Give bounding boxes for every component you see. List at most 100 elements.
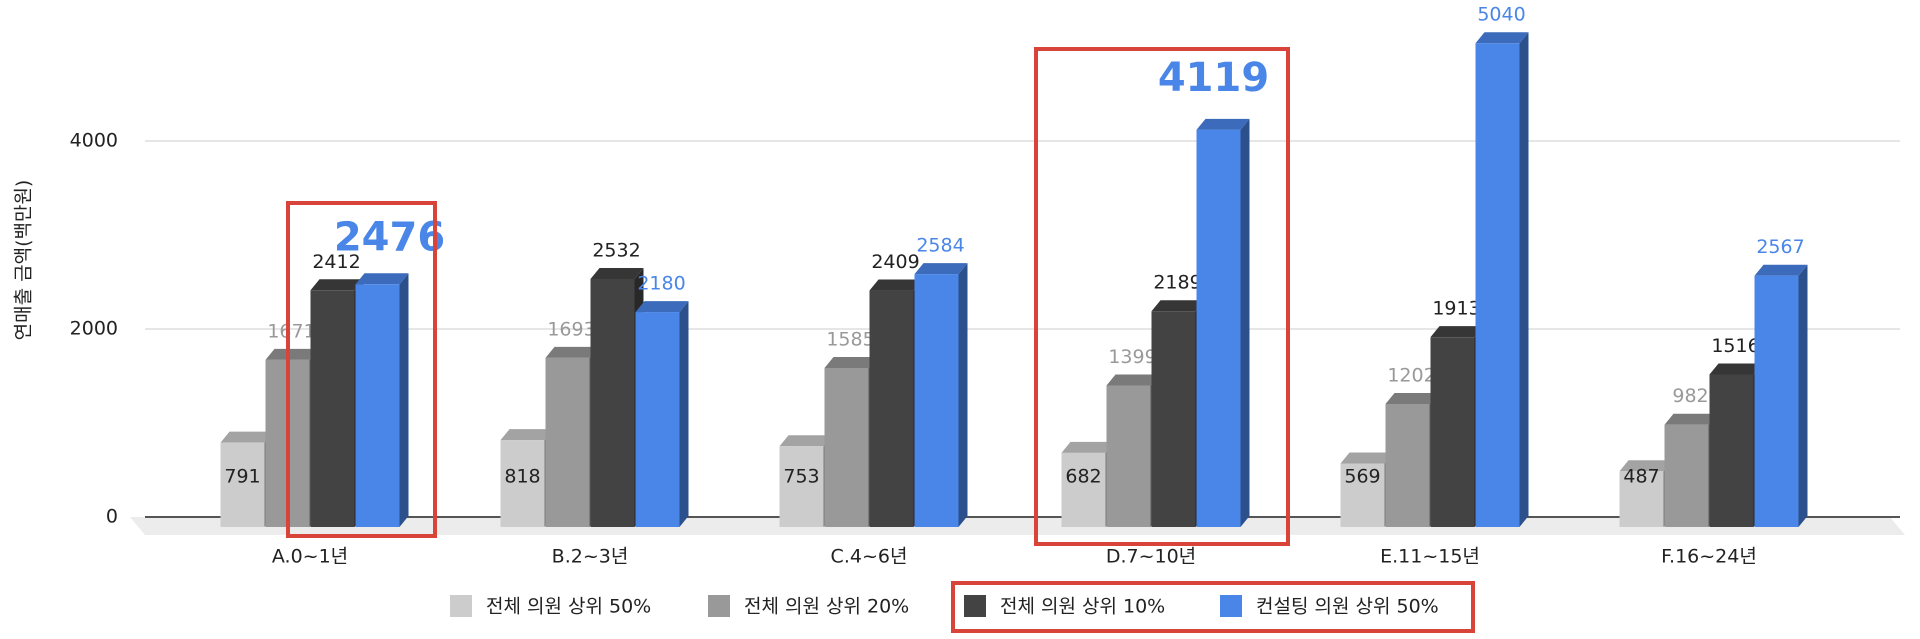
bar — [220, 442, 265, 527]
highlight-box — [286, 201, 437, 538]
legend-label: 전체 의원 상위 10% — [1000, 596, 1165, 618]
legend-label: 전체 의원 상위 50% — [486, 596, 651, 618]
data-label: 569 — [1344, 466, 1380, 488]
x-tick-label: E.11~15년 — [1380, 546, 1480, 568]
bar-side — [958, 263, 968, 527]
data-label: 487 — [1623, 466, 1659, 488]
data-label: 2567 — [1756, 236, 1804, 258]
data-label: 1693 — [547, 318, 595, 340]
data-label: 2476 — [334, 214, 445, 260]
highlight-box — [1034, 47, 1290, 546]
y-tick-label: 4000 — [70, 130, 118, 152]
bar-side — [1240, 118, 1250, 528]
bar — [1619, 471, 1664, 527]
bar-top — [1475, 32, 1529, 44]
bar — [779, 446, 824, 527]
bar-top — [869, 279, 923, 291]
data-label: 2409 — [871, 251, 919, 273]
bar-top — [1664, 413, 1718, 425]
highlight-box — [951, 581, 1475, 633]
bar — [1709, 374, 1754, 527]
data-label: 1399 — [1108, 346, 1156, 368]
bar — [500, 440, 545, 527]
data-label: 2180 — [637, 273, 685, 295]
y-tick-label: 0 — [106, 506, 118, 528]
bar-top — [1709, 363, 1763, 375]
bar-top — [265, 348, 319, 360]
y-tick-label: 2000 — [70, 318, 118, 340]
data-label: 791 — [224, 466, 260, 488]
bar-top — [310, 279, 364, 291]
data-label: 682 — [1065, 466, 1101, 488]
bar-top — [824, 357, 878, 369]
data-label: 1202 — [1387, 365, 1435, 387]
bar-top — [1106, 374, 1160, 386]
bar — [914, 274, 959, 527]
legend-label: 전체 의원 상위 20% — [744, 596, 909, 618]
bar — [635, 312, 680, 527]
bar — [1475, 43, 1520, 528]
bar — [1340, 463, 1385, 527]
bar — [545, 357, 590, 527]
data-label: 1585 — [826, 329, 874, 351]
bar-top — [1061, 441, 1115, 453]
x-tick-label: C.4~6년 — [831, 546, 908, 568]
bar — [1061, 452, 1106, 527]
data-label: 982 — [1672, 385, 1708, 407]
bar-top — [635, 301, 689, 313]
bar — [1664, 424, 1709, 527]
data-label: 2412 — [312, 251, 360, 273]
data-label: 818 — [504, 466, 540, 488]
bar-side — [679, 301, 689, 527]
bar-top — [590, 267, 644, 279]
data-label: 2532 — [592, 239, 640, 261]
x-tick-label: B.2~3년 — [552, 546, 629, 568]
data-label: 5040 — [1477, 4, 1525, 26]
bar — [1106, 385, 1151, 527]
bar — [1385, 404, 1430, 527]
bar-side — [1519, 32, 1529, 528]
bar-top — [220, 431, 274, 443]
bar — [1151, 311, 1196, 527]
bar-top — [1619, 460, 1673, 472]
x-tick-label: F.16~24년 — [1661, 546, 1757, 568]
legend-swatch — [708, 595, 730, 617]
y-axis-label: 연매출 금액(백만원) — [13, 180, 35, 341]
bar — [590, 278, 635, 527]
bar — [1196, 129, 1241, 527]
bar — [310, 290, 355, 527]
bar-top — [1385, 393, 1439, 405]
data-label: 2189 — [1153, 272, 1201, 294]
bar-top — [914, 263, 968, 275]
data-label: 753 — [783, 466, 819, 488]
bar — [1754, 275, 1799, 527]
bar-side — [1798, 264, 1808, 527]
x-tick-label: D.7~10년 — [1106, 546, 1196, 568]
data-label: 1671 — [267, 320, 315, 342]
bar-top — [355, 273, 409, 285]
bar-top — [545, 346, 599, 358]
bar-top — [1754, 264, 1808, 276]
bar — [869, 290, 914, 527]
legend-swatch — [1220, 595, 1242, 617]
bar — [355, 284, 400, 527]
data-label: 1913 — [1432, 298, 1480, 320]
bar-top — [1430, 326, 1484, 338]
bar-top — [500, 429, 554, 441]
bar-top — [1196, 118, 1250, 130]
legend-swatch — [450, 595, 472, 617]
legend-swatch — [964, 595, 986, 617]
data-label: 1516 — [1711, 335, 1759, 357]
data-label: 2584 — [916, 235, 964, 257]
legend-label: 컨설팅 의원 상위 50% — [1256, 596, 1439, 618]
x-tick-label: A.0~1년 — [272, 546, 348, 568]
bar — [824, 368, 869, 527]
bar-side — [399, 273, 409, 527]
bar-top — [779, 435, 833, 447]
bar — [1430, 337, 1475, 527]
bar-top — [1340, 452, 1394, 464]
data-label: 4119 — [1158, 55, 1269, 101]
bar-top — [1151, 300, 1205, 312]
